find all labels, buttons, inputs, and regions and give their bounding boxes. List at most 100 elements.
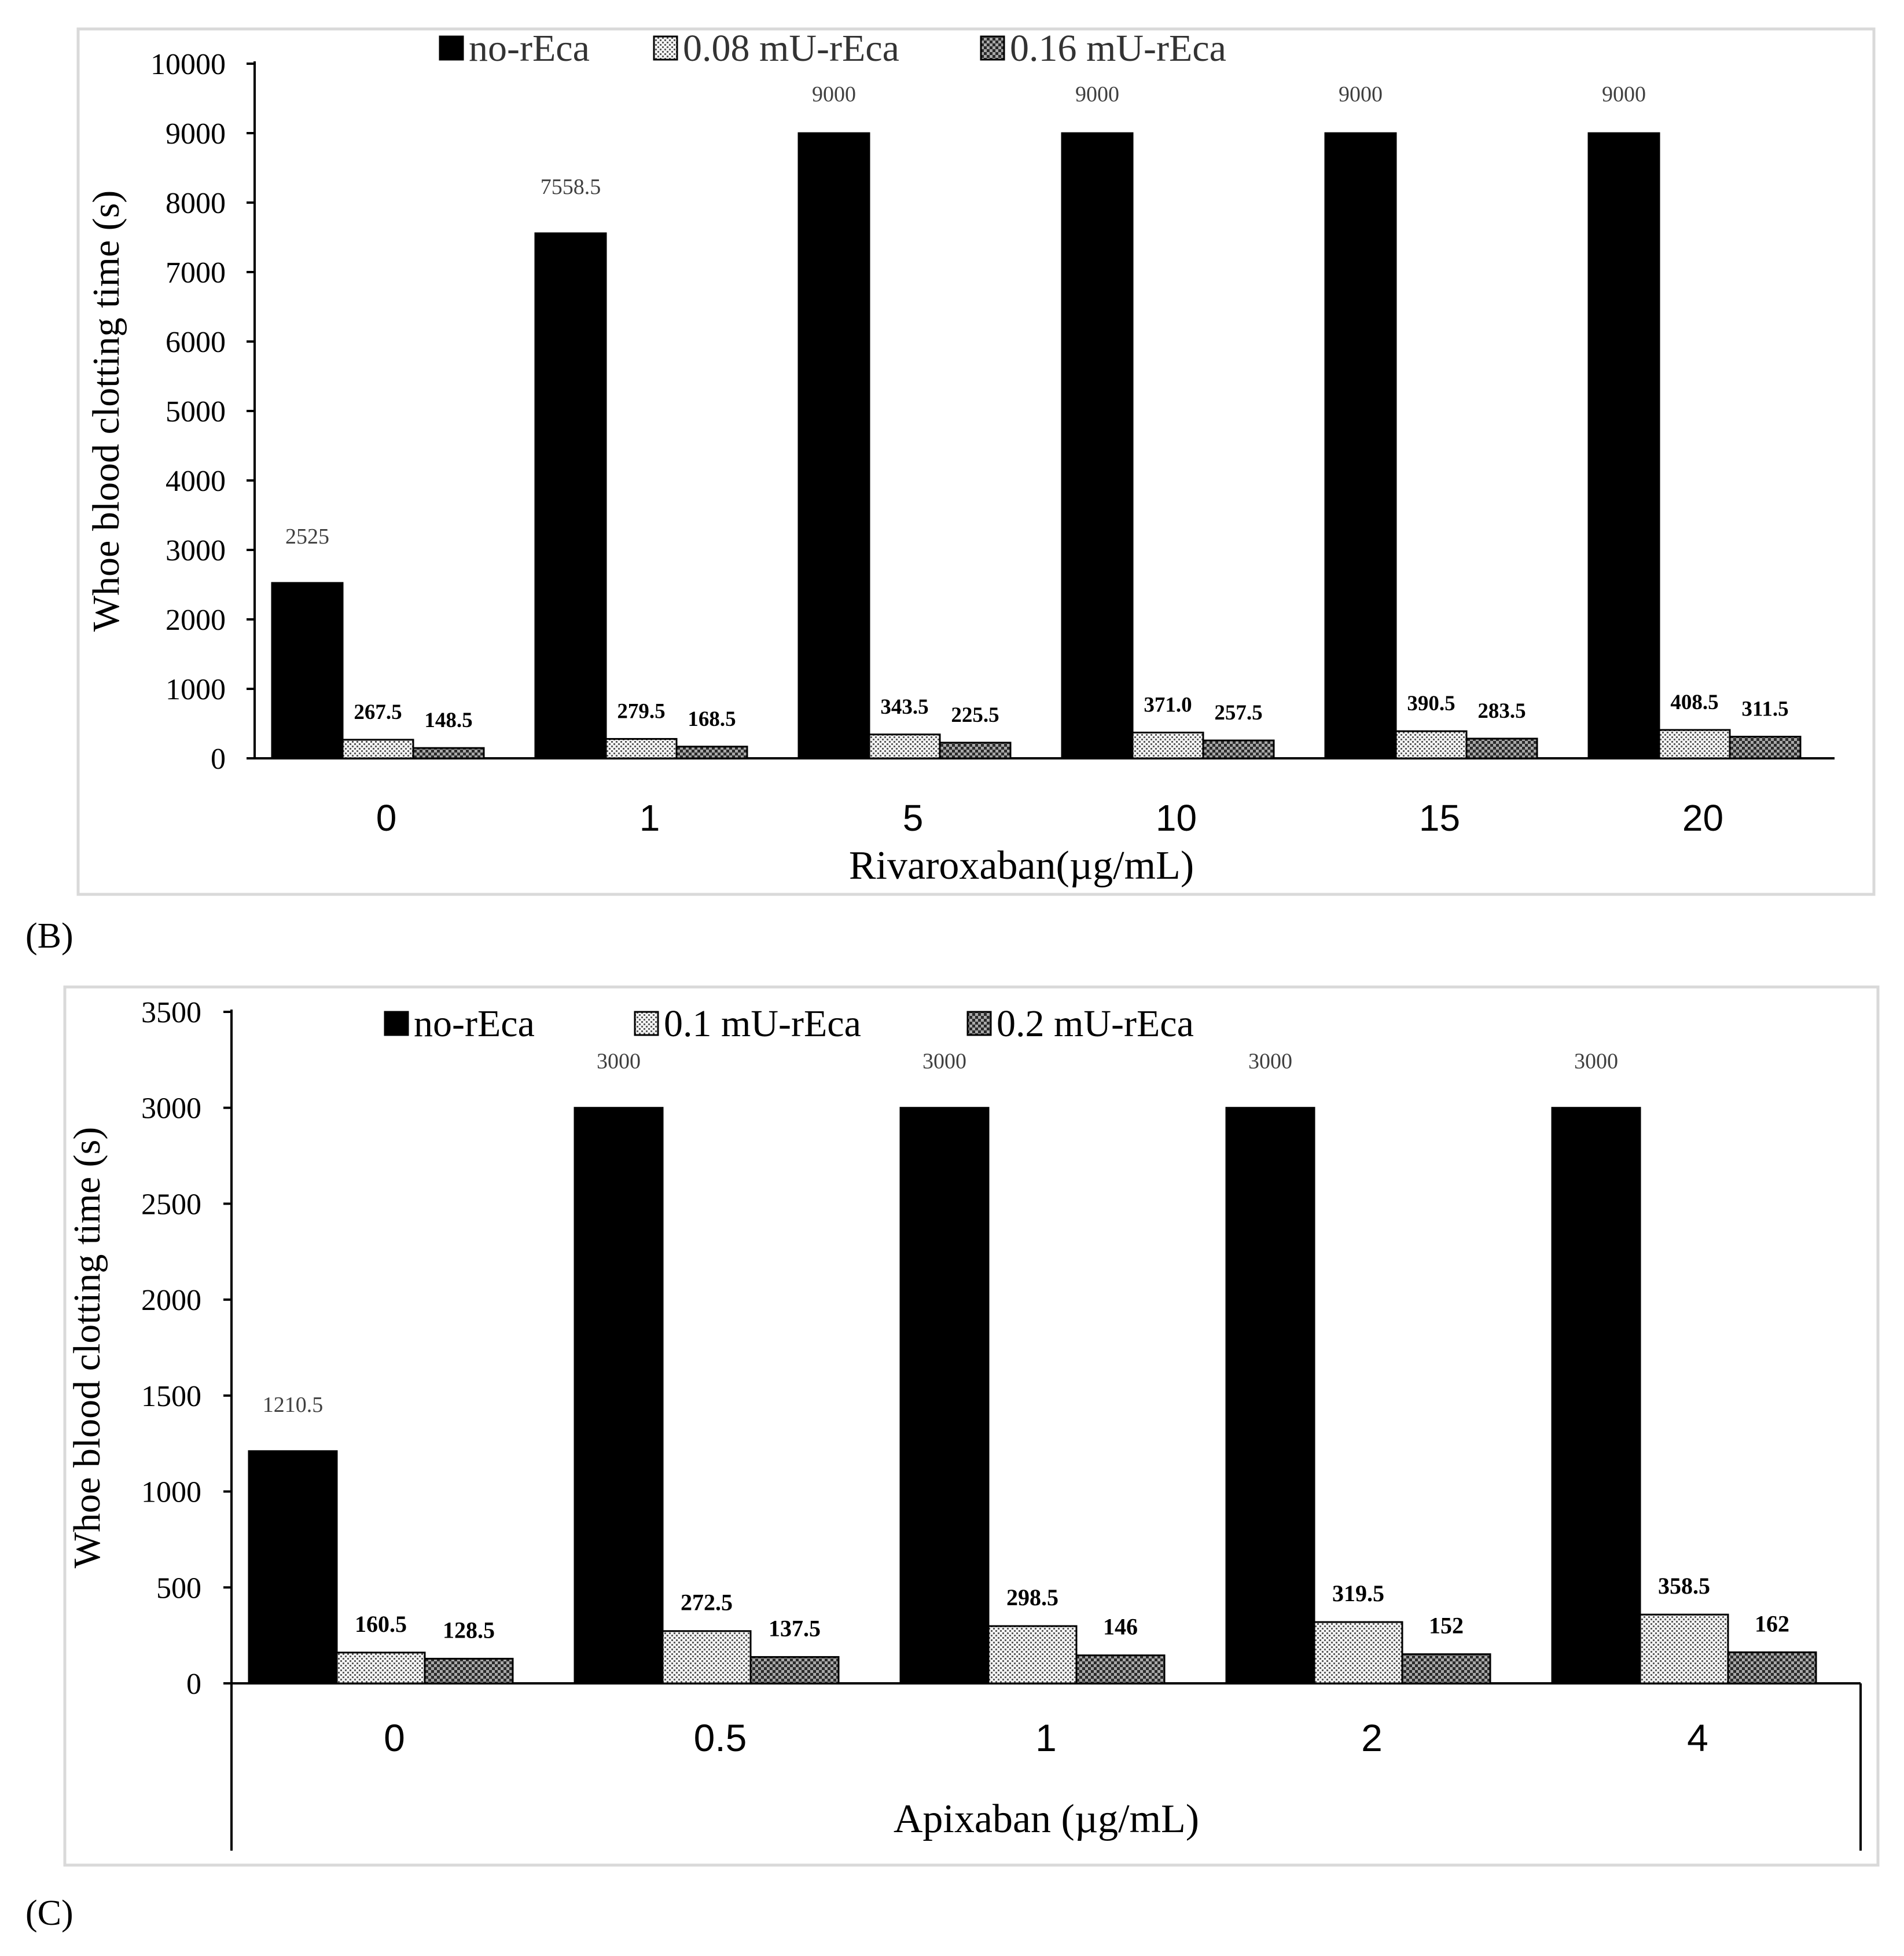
x-tick-label: 1 bbox=[1035, 1716, 1057, 1759]
bar-no-reca bbox=[797, 132, 870, 759]
data-label: 3000 bbox=[1574, 1049, 1618, 1074]
legend-label: 0.08 mU-rEca bbox=[683, 27, 899, 69]
y-tick-label: 10000 bbox=[150, 48, 226, 81]
bar-no-reca bbox=[899, 1107, 990, 1685]
bar-no-reca bbox=[248, 1450, 338, 1685]
chart-frame bbox=[76, 27, 1876, 896]
y-tick-label: 1000 bbox=[141, 1476, 201, 1509]
bar-0-16-mu-reca bbox=[412, 747, 485, 759]
y-axis-title: Whoe blood clotting time (s) bbox=[66, 1127, 108, 1569]
bar-no-reca bbox=[1324, 132, 1397, 759]
bar-no-reca bbox=[1225, 1107, 1315, 1685]
data-label: 9000 bbox=[812, 82, 856, 107]
data-label: 257.5 bbox=[1214, 701, 1262, 725]
panel-label-c: (C) bbox=[25, 1893, 73, 1933]
data-label: 146 bbox=[1103, 1614, 1138, 1640]
rivaroxaban-chart: 0100020003000400050006000700080009000100… bbox=[76, 27, 1876, 896]
data-label: 279.5 bbox=[617, 699, 665, 723]
data-label: 160.5 bbox=[355, 1611, 407, 1637]
bar-0-2-mu-reca bbox=[1075, 1654, 1166, 1685]
data-label: 3000 bbox=[922, 1049, 966, 1074]
bar-no-reca bbox=[271, 582, 344, 759]
y-tick-label: 3500 bbox=[141, 996, 201, 1029]
data-label: 168.5 bbox=[688, 707, 736, 731]
bar-0-16-mu-reca bbox=[939, 742, 1012, 759]
y-tick-label: 2000 bbox=[141, 1284, 201, 1317]
bar-0-2-mu-reca bbox=[749, 1656, 840, 1685]
data-label: 137.5 bbox=[769, 1615, 821, 1641]
x-tick-label: 10 bbox=[1156, 797, 1197, 839]
y-axis-title: Whoe blood clotting time (s) bbox=[85, 190, 127, 632]
data-label: 9000 bbox=[1339, 82, 1383, 107]
legend-swatch bbox=[653, 35, 678, 61]
legend-swatch bbox=[384, 1011, 409, 1036]
x-tick-label: 20 bbox=[1682, 797, 1723, 839]
bar-no-reca bbox=[574, 1107, 664, 1685]
bar-0-08-mu-reca bbox=[1395, 730, 1468, 759]
y-tick-label: 1000 bbox=[166, 673, 226, 706]
legend-label: no-rEca bbox=[469, 27, 590, 69]
data-label: 371.0 bbox=[1144, 693, 1192, 717]
data-label: 267.5 bbox=[354, 700, 402, 724]
x-tick-label: 5 bbox=[903, 797, 924, 839]
data-label: 7558.5 bbox=[541, 175, 601, 199]
legend-label: 0.16 mU-rEca bbox=[1010, 27, 1226, 69]
data-label: 272.5 bbox=[681, 1590, 733, 1616]
y-tick-label: 5000 bbox=[166, 395, 226, 428]
legend-label: no-rEca bbox=[414, 1003, 535, 1045]
bar-0-08-mu-reca bbox=[1658, 729, 1731, 759]
legend-swatch bbox=[439, 35, 464, 61]
panel-label-b: (B) bbox=[25, 916, 73, 956]
bar-0-08-mu-reca bbox=[605, 737, 678, 759]
data-label: 298.5 bbox=[1006, 1584, 1058, 1610]
legend-swatch bbox=[966, 1011, 992, 1036]
data-label: 9000 bbox=[1075, 82, 1119, 107]
y-tick-label: 2500 bbox=[141, 1188, 201, 1221]
y-tick-label: 0 bbox=[186, 1668, 201, 1701]
bar-0-1-mu-reca bbox=[1639, 1613, 1729, 1685]
bar-0-1-mu-reca bbox=[336, 1652, 426, 1685]
data-label: 2525 bbox=[285, 524, 329, 549]
bar-no-reca bbox=[1587, 132, 1660, 759]
x-axis-title: Rivaroxaban(µg/mL) bbox=[849, 843, 1194, 888]
data-label: 358.5 bbox=[1658, 1573, 1710, 1599]
legend-swatch bbox=[634, 1011, 659, 1036]
y-tick-label: 0 bbox=[211, 743, 226, 776]
data-label: 343.5 bbox=[880, 695, 928, 719]
data-label: 3000 bbox=[1248, 1049, 1292, 1074]
bar-0-08-mu-reca bbox=[868, 733, 941, 759]
bar-0-16-mu-reca bbox=[1729, 736, 1802, 759]
legend-label: 0.2 mU-rEca bbox=[997, 1003, 1194, 1045]
data-label: 128.5 bbox=[443, 1617, 495, 1643]
data-label: 162 bbox=[1755, 1610, 1789, 1636]
apixaban-chart: 0 500 1000 1500 2000 2500 3000 3500 Whoe blood c… bbox=[63, 985, 1880, 1867]
data-label: 9000 bbox=[1602, 82, 1646, 107]
y-tick-label: 1500 bbox=[141, 1380, 201, 1413]
x-tick-label: 0.5 bbox=[694, 1716, 747, 1759]
bar-no-reca bbox=[534, 232, 607, 759]
bar-no-reca bbox=[1551, 1107, 1641, 1685]
bar-0-16-mu-reca bbox=[1465, 737, 1538, 759]
data-label: 3000 bbox=[597, 1049, 641, 1074]
y-tick-label: 3000 bbox=[141, 1092, 201, 1125]
x-tick-label: 1 bbox=[639, 797, 660, 839]
data-label: 225.5 bbox=[951, 703, 999, 727]
legend-label: 0.1 mU-rEca bbox=[664, 1003, 861, 1045]
x-tick-label: 0 bbox=[384, 1716, 405, 1759]
data-label: 390.5 bbox=[1407, 692, 1455, 715]
bar-0-2-mu-reca bbox=[1401, 1653, 1491, 1685]
bar-0-2-mu-reca bbox=[424, 1657, 514, 1685]
chart-frame bbox=[63, 985, 1880, 1867]
x-tick-label: 4 bbox=[1687, 1716, 1708, 1759]
bar-0-2-mu-reca bbox=[1727, 1651, 1817, 1685]
bar-0-16-mu-reca bbox=[1202, 739, 1275, 759]
x-axis-title: Apixaban (µg/mL) bbox=[894, 1797, 1199, 1841]
data-label: 311.5 bbox=[1741, 698, 1788, 721]
y-tick-label: 7000 bbox=[166, 256, 226, 289]
y-tick-label: 500 bbox=[156, 1572, 201, 1605]
x-tick-label: 0 bbox=[376, 797, 397, 839]
bar-no-reca bbox=[1061, 132, 1134, 759]
bar-0-1-mu-reca bbox=[987, 1625, 1078, 1685]
bar-0-16-mu-reca bbox=[675, 746, 748, 759]
